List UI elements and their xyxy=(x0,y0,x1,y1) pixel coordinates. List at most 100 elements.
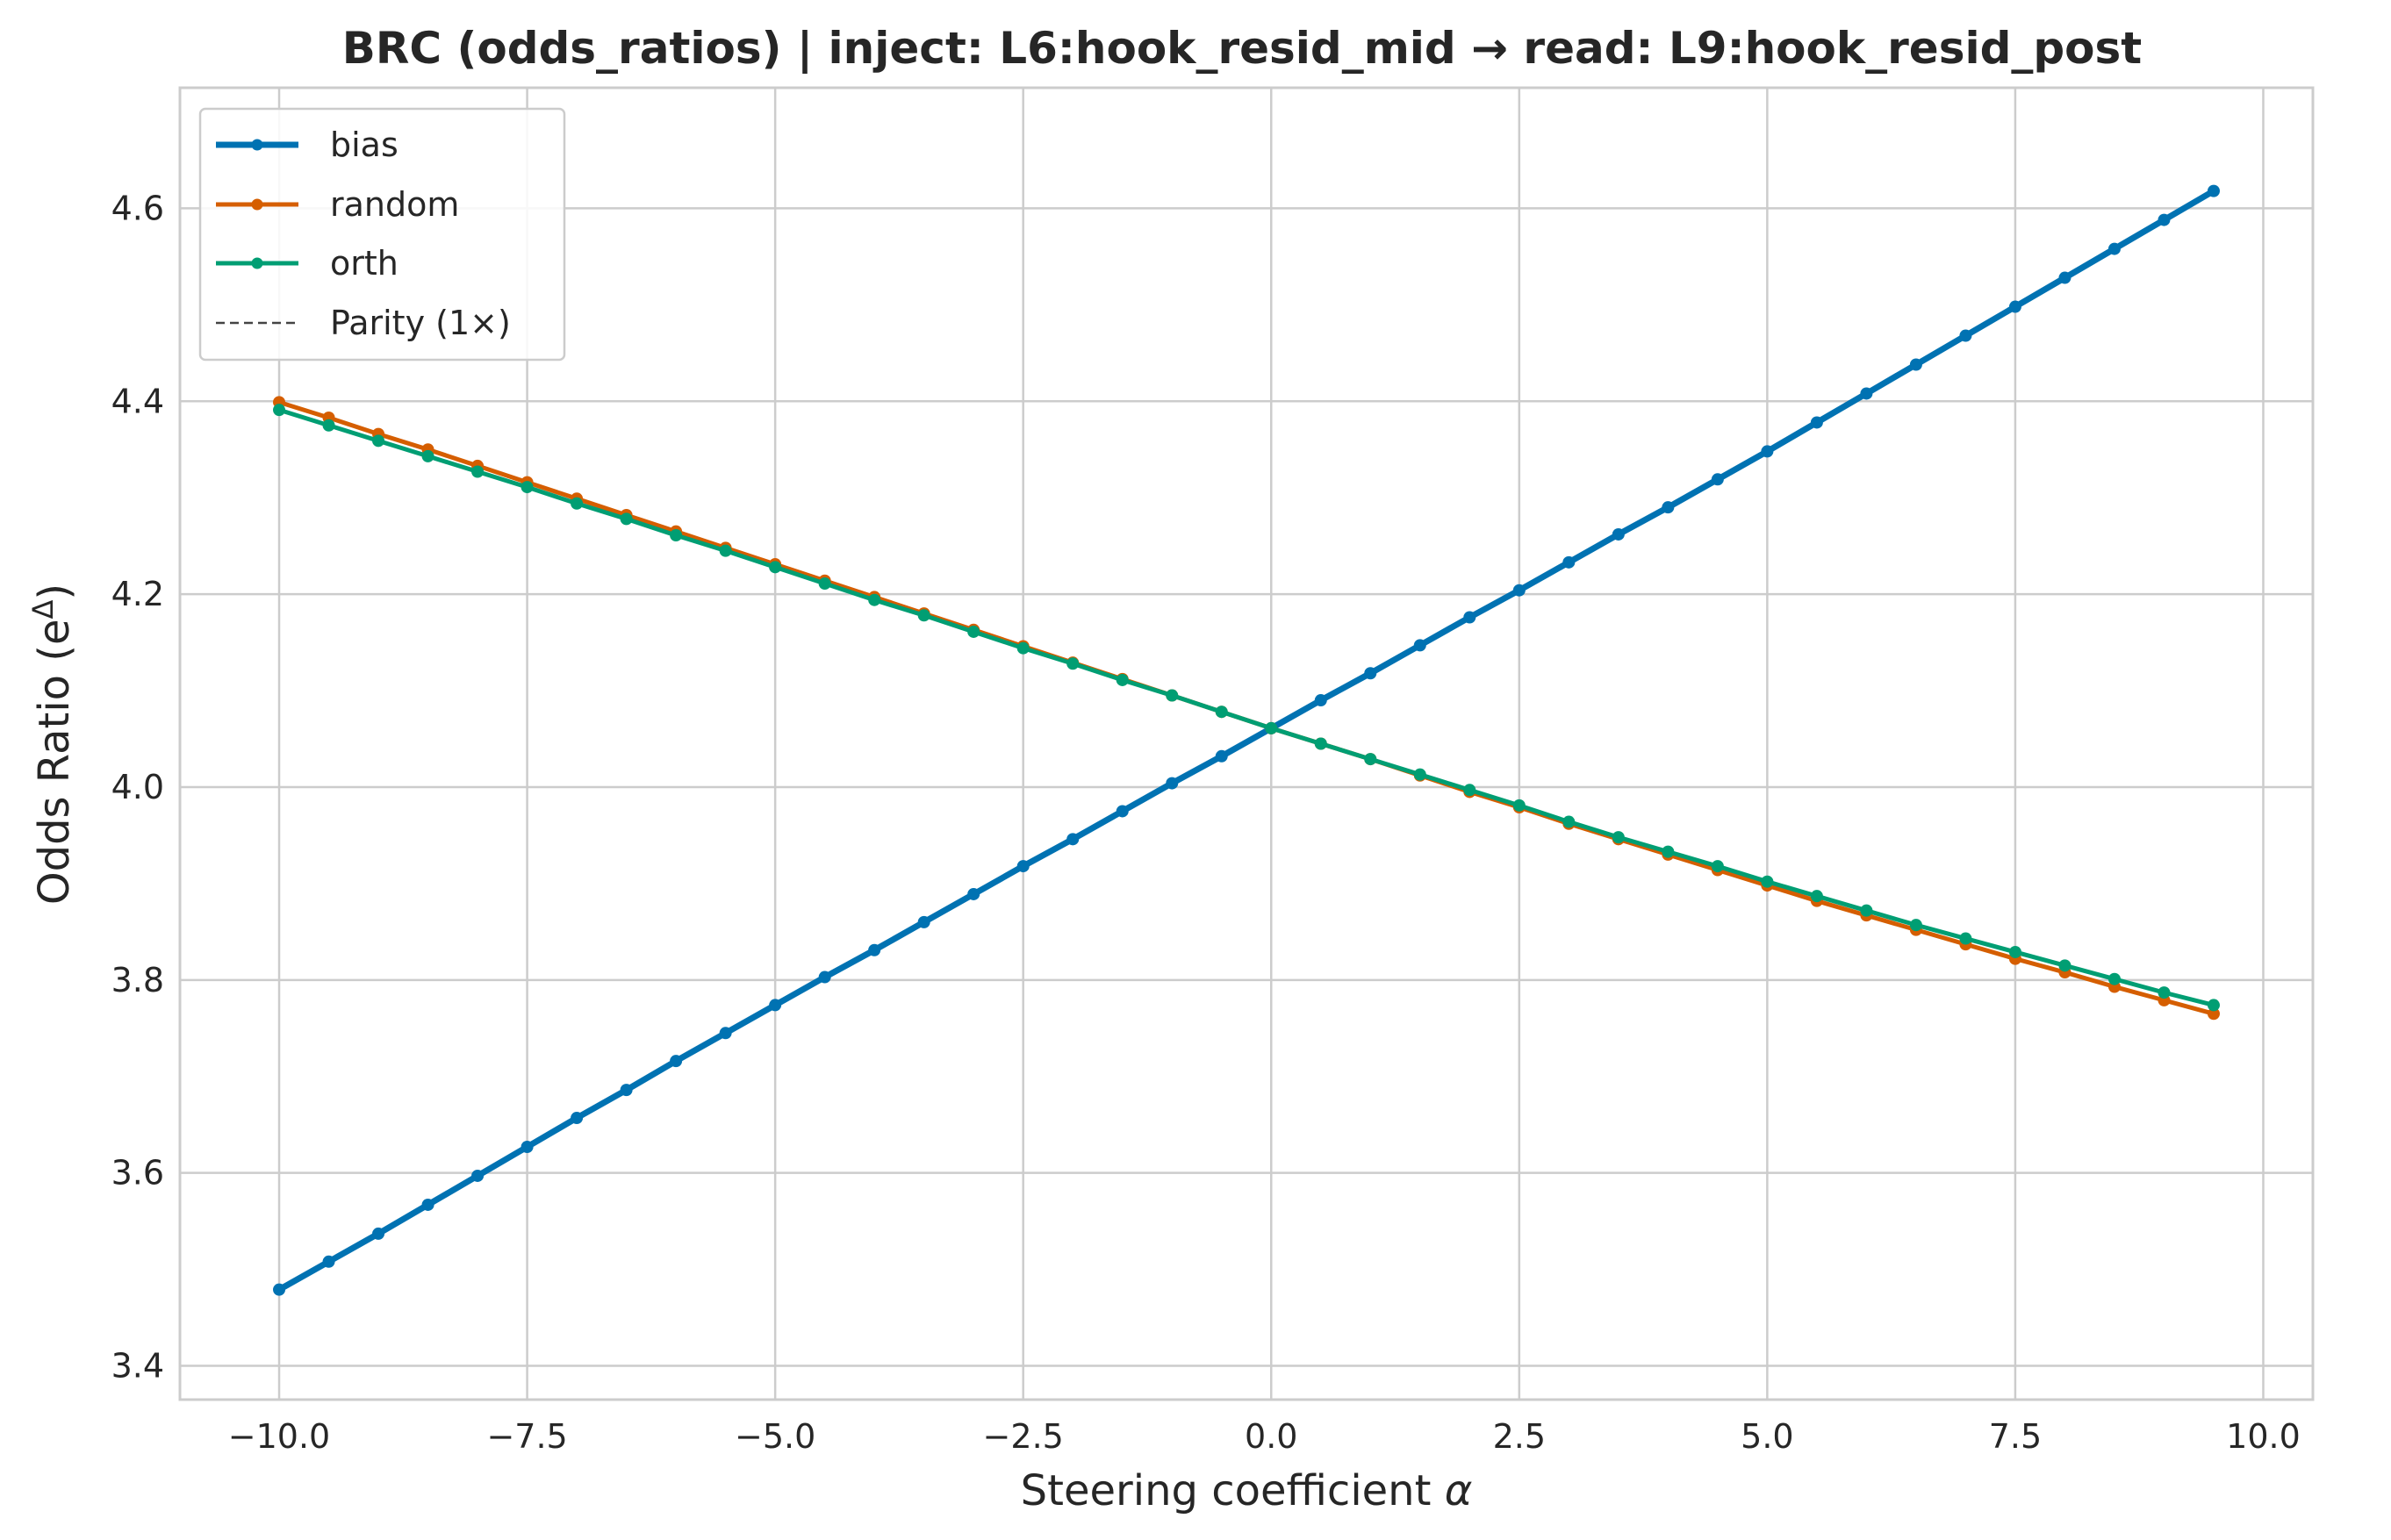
x-tick-label: −10.0 xyxy=(228,1417,330,1456)
data-point-bias xyxy=(322,1255,335,1268)
y-tick-labels: 3.4 3.6 3.8 4.0 4.2 4.4 4.6 xyxy=(111,189,164,1385)
data-point-orth xyxy=(818,577,831,591)
data-point-orth xyxy=(322,419,335,432)
data-point-bias xyxy=(1909,358,1922,371)
data-point-orth xyxy=(1016,641,1030,655)
data-point-bias xyxy=(471,1169,485,1182)
data-point-bias xyxy=(1364,667,1377,680)
data-point-bias xyxy=(1314,694,1327,707)
data-point-orth xyxy=(1810,890,1823,903)
data-point-bias xyxy=(868,943,881,956)
legend-marker-bias xyxy=(251,139,263,151)
data-point-orth xyxy=(471,465,485,478)
data-point-orth xyxy=(1959,932,1972,945)
y-tick-label: 4.4 xyxy=(111,382,164,420)
data-point-orth xyxy=(1166,689,1179,702)
data-point-bias xyxy=(1562,555,1576,569)
legend-label-random: random xyxy=(330,185,459,224)
series-layer xyxy=(273,184,2220,1296)
data-point-bias xyxy=(521,1140,534,1153)
data-point-orth xyxy=(2158,986,2171,999)
data-point-orth xyxy=(1662,845,1675,858)
data-point-orth xyxy=(2207,999,2220,1012)
data-point-orth xyxy=(1463,784,1476,797)
x-tick-label: −5.0 xyxy=(735,1417,815,1456)
legend-marker-random xyxy=(251,198,263,211)
y-tick-label: 3.6 xyxy=(111,1154,164,1193)
data-point-bias xyxy=(2158,213,2171,226)
data-point-orth xyxy=(521,481,534,494)
data-point-bias xyxy=(1066,833,1080,846)
data-point-orth xyxy=(2107,972,2121,985)
y-tick-label: 3.4 xyxy=(111,1347,164,1386)
chart-title: BRC (odds_ratios) | inject: L6:hook_resi… xyxy=(342,23,2142,74)
series-orth xyxy=(273,404,2220,1012)
data-point-orth xyxy=(620,512,633,526)
data-point-bias xyxy=(372,1227,385,1240)
data-point-orth xyxy=(967,625,980,638)
data-point-bias xyxy=(421,1198,434,1211)
data-point-orth xyxy=(1413,768,1426,781)
x-tick-label: 0.0 xyxy=(1245,1417,1297,1456)
legend-marker-orth xyxy=(251,257,263,269)
data-point-orth xyxy=(421,449,434,462)
legend-frame xyxy=(198,107,566,362)
data-point-bias xyxy=(2107,242,2121,255)
x-tick-label: −7.5 xyxy=(486,1417,567,1456)
data-point-orth xyxy=(1761,875,1774,888)
y-tick-label: 4.2 xyxy=(111,575,164,613)
data-point-bias xyxy=(1166,777,1179,790)
data-point-bias xyxy=(1512,584,1526,597)
data-point-orth xyxy=(769,561,782,574)
data-point-orth xyxy=(2008,945,2021,958)
data-point-bias xyxy=(1116,805,1129,818)
data-point-orth xyxy=(868,593,881,606)
data-point-orth xyxy=(1314,737,1327,750)
data-point-bias xyxy=(1463,611,1476,624)
data-point-orth xyxy=(1215,706,1228,719)
data-point-orth xyxy=(2058,959,2071,972)
data-point-orth xyxy=(1711,860,1724,873)
data-point-bias xyxy=(1711,473,1724,486)
x-tick-label: 7.5 xyxy=(1989,1417,2042,1456)
data-point-bias xyxy=(1959,329,1972,342)
data-point-bias xyxy=(719,1027,732,1040)
data-point-bias xyxy=(917,915,930,928)
x-tick-label: 2.5 xyxy=(1493,1417,1546,1456)
data-point-bias xyxy=(670,1055,683,1068)
data-point-bias xyxy=(2008,300,2021,313)
data-point-bias xyxy=(1413,639,1426,652)
data-point-orth xyxy=(1612,831,1625,844)
x-tick-label: 10.0 xyxy=(2226,1417,2301,1456)
data-point-orth xyxy=(1909,919,1922,932)
y-axis-label: Odds Ratio (eΔ) xyxy=(26,584,79,905)
data-point-orth xyxy=(1512,799,1526,812)
data-point-bias xyxy=(1860,387,1873,400)
data-point-bias xyxy=(1215,749,1228,763)
data-point-orth xyxy=(719,544,732,557)
data-point-bias xyxy=(620,1084,633,1097)
y-tick-label: 4.6 xyxy=(111,189,164,227)
data-point-bias xyxy=(769,999,782,1012)
plot-frame xyxy=(178,86,2315,1401)
x-tick-label: −2.5 xyxy=(983,1417,1064,1456)
legend: bias random orth Parity (1×) xyxy=(198,107,566,362)
y-tick-label: 3.8 xyxy=(111,961,164,999)
legend-label-parity: Parity (1×) xyxy=(330,304,511,342)
data-point-orth xyxy=(1562,815,1576,828)
series-line-bias xyxy=(276,188,2217,1293)
data-point-bias xyxy=(1761,445,1774,458)
data-point-bias xyxy=(1612,527,1625,541)
data-point-orth xyxy=(670,529,683,542)
data-point-orth xyxy=(1364,753,1377,766)
legend-label-bias: bias xyxy=(330,125,398,164)
data-point-bias xyxy=(2207,184,2220,197)
data-point-bias xyxy=(1016,860,1030,873)
y-tick-label: 4.0 xyxy=(111,768,164,806)
series-bias xyxy=(273,184,2220,1296)
data-point-orth xyxy=(1265,721,1278,734)
data-point-orth xyxy=(1066,657,1080,670)
data-point-orth xyxy=(273,404,286,417)
data-point-bias xyxy=(818,971,831,984)
